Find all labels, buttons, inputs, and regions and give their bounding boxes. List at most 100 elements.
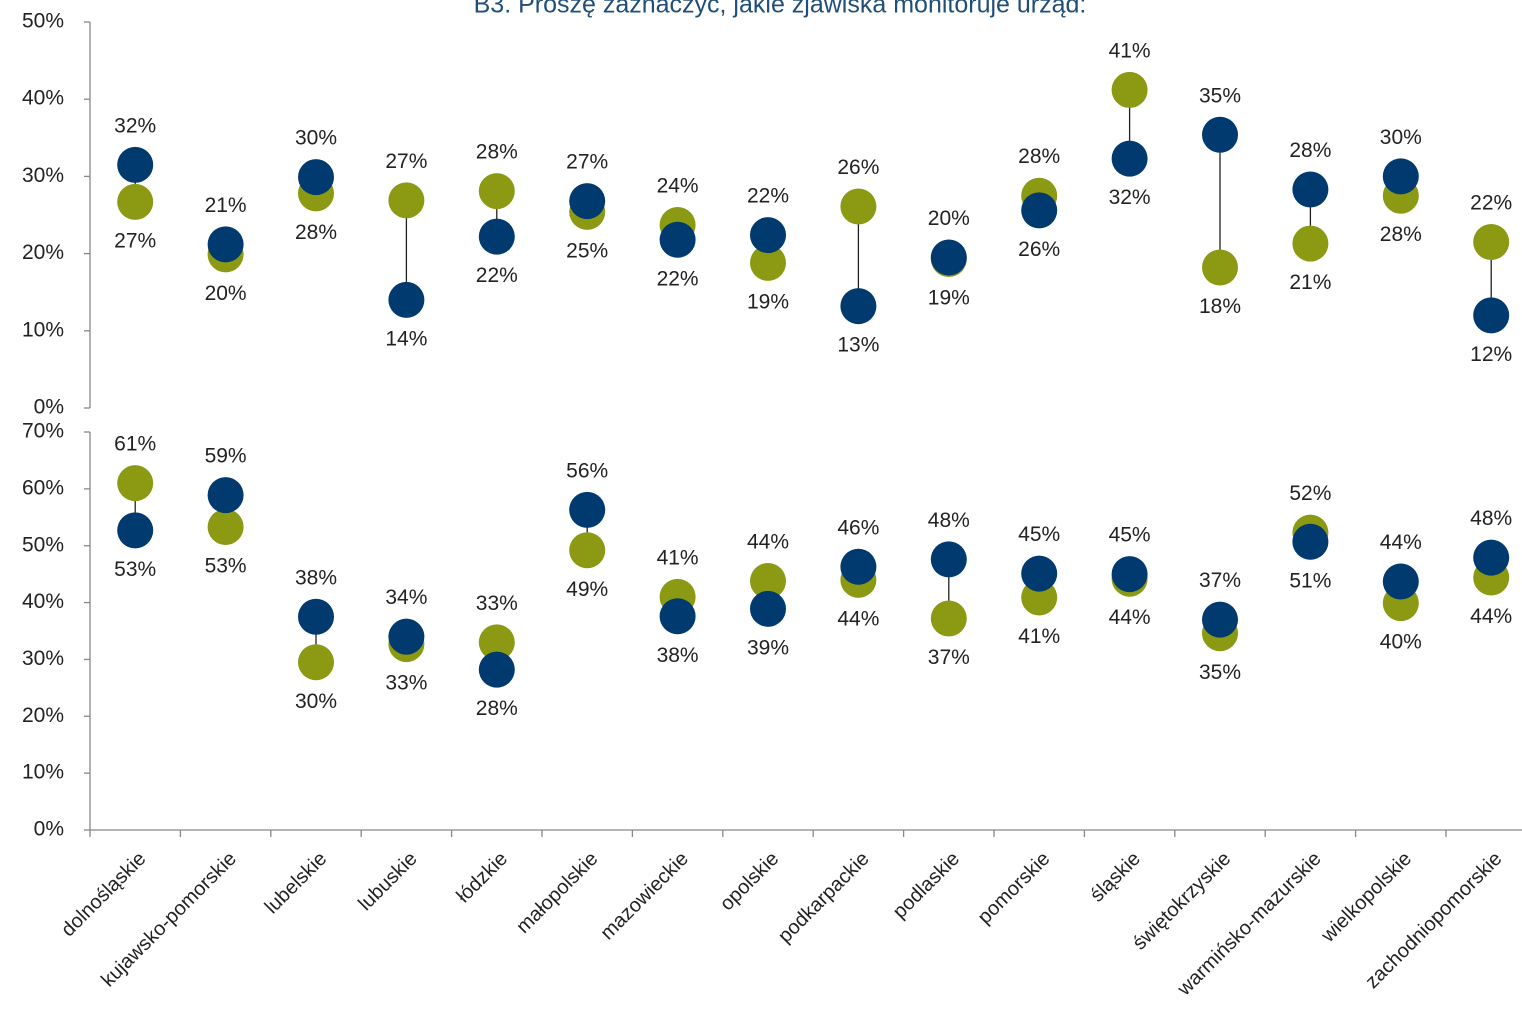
data-label: 44%	[747, 531, 789, 554]
dot	[1111, 556, 1148, 593]
data-label: 37%	[1199, 569, 1241, 592]
data-label: 56%	[566, 459, 608, 482]
data-label: 30%	[295, 127, 337, 150]
y-tick-label: 0%	[34, 396, 64, 419]
data-label: 38%	[295, 566, 337, 589]
x-tick-label: łódzkie	[452, 848, 512, 908]
dot	[569, 532, 606, 569]
x-tick-label: pomorskie	[974, 848, 1055, 929]
data-label: 26%	[1018, 238, 1060, 261]
x-tick-label: małopolskie	[512, 848, 602, 938]
data-label: 28%	[476, 697, 518, 720]
x-tick-label: wielkopolskie	[1316, 848, 1416, 948]
data-label: 52%	[1289, 482, 1331, 505]
data-label: 20%	[205, 282, 247, 305]
dot	[840, 548, 877, 585]
data-label: 22%	[1470, 192, 1512, 215]
data-label: 28%	[1380, 223, 1422, 246]
data-label: 22%	[747, 185, 789, 208]
y-tick-label: 0%	[34, 818, 64, 841]
dot	[117, 465, 154, 502]
data-label: 53%	[205, 554, 247, 577]
data-label: 35%	[1199, 661, 1241, 684]
dot	[569, 491, 606, 528]
dot	[569, 183, 606, 220]
data-label: 46%	[837, 516, 879, 539]
x-tick-label: podlaskie	[889, 848, 964, 923]
dot	[388, 281, 425, 318]
data-label: 59%	[205, 445, 247, 468]
data-label: 12%	[1470, 343, 1512, 366]
y-tick-label: 50%	[22, 533, 64, 556]
x-tick-label: śląskie	[1086, 848, 1145, 907]
data-label: 51%	[1289, 569, 1331, 592]
x-tick-label: opolskie	[716, 848, 783, 915]
data-label: 28%	[295, 221, 337, 244]
y-tick-label: 40%	[22, 87, 64, 110]
dot	[1292, 523, 1329, 560]
data-label: 22%	[476, 264, 518, 287]
data-label: 44%	[1470, 605, 1512, 628]
dot	[1473, 297, 1510, 334]
dot	[1021, 555, 1058, 592]
data-label: 41%	[657, 546, 699, 569]
dot	[478, 173, 515, 210]
data-label: 44%	[1380, 531, 1422, 554]
y-tick-label: 20%	[22, 241, 64, 264]
data-label: 32%	[1109, 186, 1151, 209]
data-label: 33%	[385, 672, 427, 695]
chart-title: B3. Proszę zaznaczyć, jakie zjawiska mon…	[474, 0, 1087, 19]
data-label: 61%	[114, 433, 156, 456]
data-label: 45%	[1018, 523, 1060, 546]
data-label: 27%	[566, 151, 608, 174]
dot	[298, 598, 334, 635]
data-label: 48%	[1470, 507, 1512, 530]
data-label: 18%	[1199, 295, 1241, 318]
data-label: 40%	[1380, 631, 1422, 654]
dot	[1292, 171, 1329, 208]
dot	[478, 624, 515, 661]
dot	[207, 226, 244, 263]
data-label: 27%	[385, 150, 427, 173]
y-tick-label: 40%	[22, 590, 64, 613]
x-tick-label: lubuskie	[354, 848, 421, 915]
dot	[1202, 601, 1238, 638]
dot	[750, 244, 786, 281]
dot	[930, 600, 967, 637]
dot	[388, 182, 425, 219]
dot	[298, 159, 334, 196]
data-label: 35%	[1199, 84, 1241, 107]
dot	[659, 598, 696, 635]
dot	[1111, 140, 1148, 177]
dot	[1202, 249, 1238, 286]
y-tick-label: 70%	[22, 420, 64, 443]
data-label: 48%	[928, 509, 970, 532]
data-label: 41%	[1109, 39, 1151, 62]
data-label: 28%	[1289, 139, 1331, 162]
data-label: 39%	[747, 636, 789, 659]
data-label: 19%	[747, 290, 789, 313]
data-label: 14%	[385, 327, 427, 350]
x-tick-label: dolnośląskie	[57, 848, 150, 941]
data-label: 44%	[1109, 606, 1151, 629]
dot	[1021, 192, 1058, 229]
data-label: 21%	[205, 194, 247, 217]
data-label: 30%	[1380, 126, 1422, 149]
dot	[1382, 158, 1419, 195]
y-tick-label: 60%	[22, 476, 64, 499]
data-label: 24%	[657, 175, 699, 198]
y-tick-label: 20%	[22, 704, 64, 727]
data-label: 44%	[837, 607, 879, 630]
dot	[478, 651, 515, 688]
dot	[750, 590, 786, 627]
data-label: 30%	[295, 690, 337, 713]
data-label: 22%	[657, 267, 699, 290]
dot	[117, 146, 154, 183]
data-label: 25%	[566, 239, 608, 262]
dot	[750, 562, 786, 599]
x-tick-label: podkarpackie	[774, 848, 874, 948]
data-label: 34%	[385, 586, 427, 609]
dot	[659, 221, 696, 258]
dot	[930, 239, 967, 276]
